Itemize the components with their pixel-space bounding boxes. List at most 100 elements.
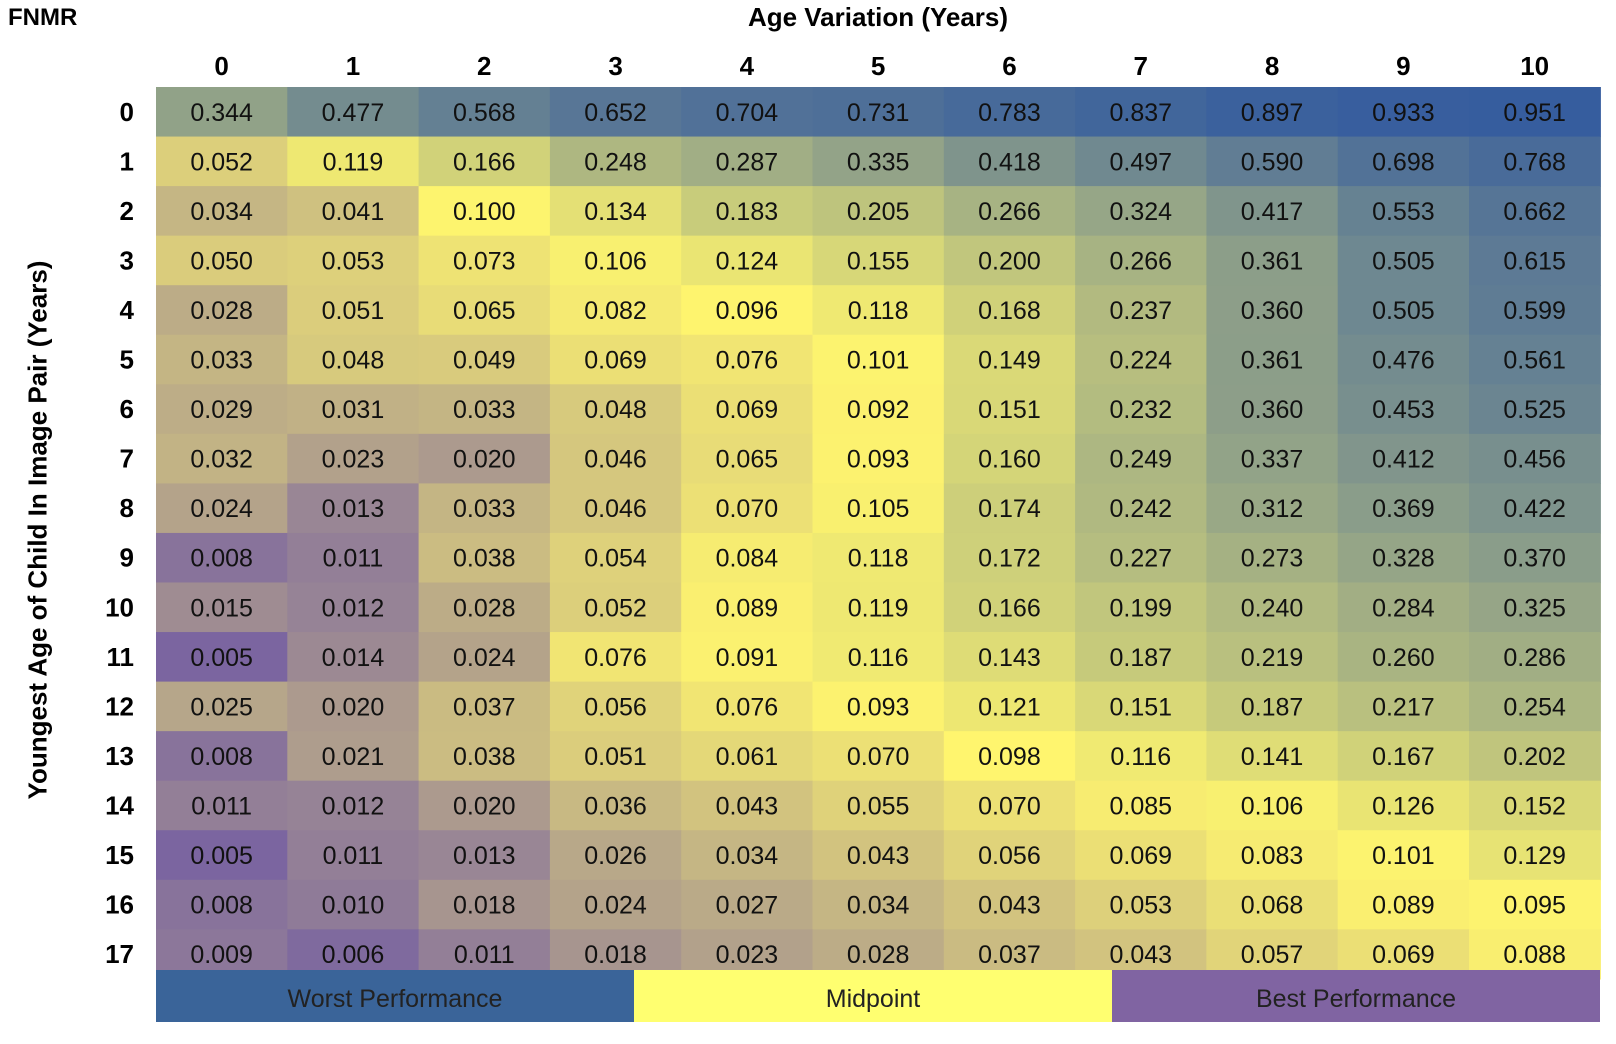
heatmap-cell bbox=[1469, 582, 1601, 633]
cell-value-label: 0.051 bbox=[322, 297, 385, 325]
cell-value-label: 0.151 bbox=[1109, 693, 1172, 721]
heatmap-cell bbox=[549, 830, 682, 881]
cell-value-label: 0.418 bbox=[978, 148, 1041, 176]
heatmap-cell bbox=[418, 285, 551, 336]
cell-value-label: 0.084 bbox=[716, 545, 779, 573]
cell-value-label: 0.076 bbox=[584, 644, 647, 672]
heatmap-cell bbox=[1469, 780, 1601, 831]
x-tick-label: 8 bbox=[1265, 51, 1279, 81]
heatmap-cell bbox=[1206, 879, 1339, 930]
y-tick-label: 3 bbox=[120, 245, 134, 275]
cell-value-label: 0.312 bbox=[1241, 495, 1304, 523]
heatmap-cell bbox=[943, 632, 1076, 683]
heatmap-cell bbox=[1075, 433, 1207, 484]
heatmap-cell bbox=[156, 285, 288, 336]
heatmap-cell bbox=[681, 632, 814, 683]
cell-value-label: 0.199 bbox=[1109, 594, 1172, 622]
heatmap-cell bbox=[1206, 186, 1339, 237]
heatmap-cell bbox=[943, 186, 1076, 237]
heatmap-cell bbox=[287, 433, 420, 484]
cell-value-label: 0.167 bbox=[1372, 743, 1435, 771]
y-tick-label: 17 bbox=[105, 939, 134, 969]
cell-value-label: 0.126 bbox=[1372, 792, 1435, 820]
heatmap-cell bbox=[1206, 830, 1339, 881]
cell-value-label: 0.056 bbox=[978, 842, 1041, 870]
heatmap-cell bbox=[418, 830, 551, 881]
y-tick-label: 2 bbox=[120, 196, 134, 226]
heatmap-cell bbox=[1075, 285, 1207, 336]
heatmap-cell bbox=[1075, 186, 1207, 237]
cell-value-label: 0.106 bbox=[1241, 792, 1304, 820]
cell-value-label: 0.093 bbox=[847, 446, 910, 474]
heatmap-cell bbox=[812, 384, 945, 435]
cell-value-label: 0.008 bbox=[190, 743, 253, 771]
heatmap-cell bbox=[1469, 285, 1601, 336]
heatmap-cell bbox=[1337, 87, 1470, 138]
heatmap-cell bbox=[1206, 384, 1339, 435]
heatmap-cell bbox=[549, 879, 682, 930]
heatmap-cell bbox=[1075, 879, 1207, 930]
heatmap-cell bbox=[681, 186, 814, 237]
cell-value-label: 0.100 bbox=[453, 198, 516, 226]
heatmap-cell bbox=[681, 433, 814, 484]
heatmap-cell bbox=[943, 433, 1076, 484]
cell-value-label: 0.012 bbox=[322, 594, 385, 622]
cell-value-label: 0.010 bbox=[322, 892, 385, 920]
heatmap-cell bbox=[156, 780, 288, 831]
heatmap-cell bbox=[1075, 731, 1207, 782]
heatmap-cell bbox=[1337, 830, 1470, 881]
cell-value-label: 0.083 bbox=[1241, 842, 1304, 870]
heatmap-cell bbox=[156, 681, 288, 732]
cell-value-label: 0.224 bbox=[1109, 347, 1172, 375]
cell-value-label: 0.061 bbox=[716, 743, 779, 771]
heatmap-cell bbox=[156, 879, 288, 930]
cell-value-label: 0.033 bbox=[453, 396, 516, 424]
heatmap-cell bbox=[812, 483, 945, 534]
cell-value-label: 0.025 bbox=[190, 693, 253, 721]
cell-value-label: 0.028 bbox=[847, 941, 910, 969]
heatmap-cell bbox=[549, 582, 682, 633]
heatmap-cell bbox=[1337, 235, 1470, 286]
cell-value-label: 0.070 bbox=[978, 792, 1041, 820]
cell-value-label: 0.183 bbox=[716, 198, 779, 226]
cell-value-label: 0.033 bbox=[453, 495, 516, 523]
x-tick-label: 4 bbox=[740, 51, 755, 81]
cell-value-label: 0.284 bbox=[1372, 594, 1435, 622]
cell-value-label: 0.096 bbox=[716, 297, 779, 325]
heatmap-cell bbox=[943, 235, 1076, 286]
heatmap-cell bbox=[943, 334, 1076, 385]
cell-value-label: 0.361 bbox=[1241, 347, 1304, 375]
heatmap-cell bbox=[681, 731, 814, 782]
cell-value-label: 0.219 bbox=[1241, 644, 1304, 672]
cell-value-label: 0.568 bbox=[453, 99, 516, 127]
heatmap-cell bbox=[1469, 235, 1601, 286]
cell-value-label: 0.055 bbox=[847, 792, 910, 820]
cell-value-label: 0.453 bbox=[1372, 396, 1435, 424]
heatmap-cell bbox=[287, 334, 420, 385]
cell-value-label: 0.043 bbox=[716, 792, 779, 820]
y-tick-label: 4 bbox=[120, 295, 135, 325]
cell-value-label: 0.021 bbox=[322, 743, 385, 771]
heatmap-cell bbox=[1075, 830, 1207, 881]
cell-value-label: 0.027 bbox=[716, 892, 779, 920]
cell-value-label: 0.590 bbox=[1241, 148, 1304, 176]
cell-value-label: 0.065 bbox=[453, 297, 516, 325]
x-tick-label: 7 bbox=[1134, 51, 1148, 81]
cell-value-label: 0.119 bbox=[848, 594, 909, 622]
heatmap-cell bbox=[1337, 780, 1470, 831]
y-tick-label: 16 bbox=[105, 890, 134, 920]
heatmap-cell bbox=[287, 285, 420, 336]
y-tick-label: 12 bbox=[105, 691, 134, 721]
cell-value-label: 0.105 bbox=[847, 495, 910, 523]
cell-value-label: 0.092 bbox=[847, 396, 910, 424]
cell-value-label: 0.124 bbox=[716, 247, 779, 275]
cell-value-label: 0.095 bbox=[1503, 892, 1566, 920]
x-tick-label: 2 bbox=[477, 51, 491, 81]
cell-value-label: 0.553 bbox=[1372, 198, 1435, 226]
heatmap-cell bbox=[549, 632, 682, 683]
heatmap-cell bbox=[1469, 334, 1601, 385]
cell-value-label: 0.089 bbox=[1372, 892, 1435, 920]
heatmap-cell bbox=[287, 879, 420, 930]
cell-value-label: 0.249 bbox=[1109, 446, 1172, 474]
